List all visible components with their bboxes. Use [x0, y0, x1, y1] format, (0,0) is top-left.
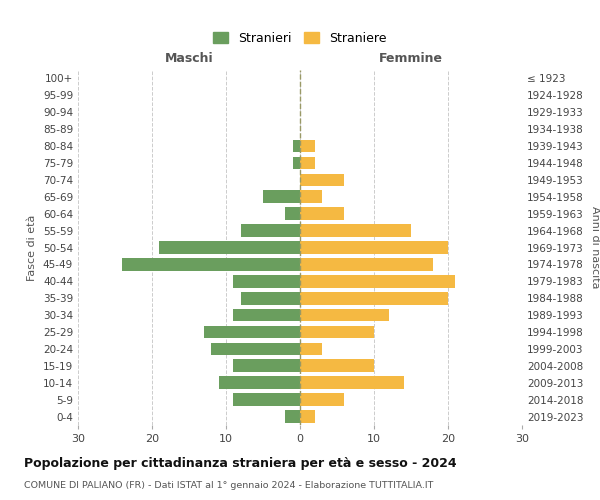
Bar	[300, 309, 389, 322]
Bar	[263, 190, 300, 203]
Bar	[300, 208, 344, 220]
Text: COMUNE DI PALIANO (FR) - Dati ISTAT al 1° gennaio 2024 - Elaborazione TUTTITALIA: COMUNE DI PALIANO (FR) - Dati ISTAT al 1…	[24, 481, 433, 490]
Bar	[160, 241, 300, 254]
Bar	[300, 342, 322, 355]
Bar	[300, 258, 433, 270]
Bar	[233, 360, 300, 372]
Legend: Stranieri, Straniere: Stranieri, Straniere	[208, 26, 392, 50]
Bar	[300, 376, 404, 389]
Bar	[233, 309, 300, 322]
Bar	[300, 410, 315, 423]
Bar	[241, 224, 300, 237]
Bar	[218, 376, 300, 389]
Y-axis label: Anni di nascita: Anni di nascita	[590, 206, 600, 289]
Bar	[300, 360, 374, 372]
Text: Popolazione per cittadinanza straniera per età e sesso - 2024: Popolazione per cittadinanza straniera p…	[24, 458, 457, 470]
Text: Maschi: Maschi	[164, 52, 214, 65]
Bar	[241, 292, 300, 304]
Bar	[233, 394, 300, 406]
Bar	[293, 156, 300, 170]
Bar	[285, 410, 300, 423]
Bar	[300, 275, 455, 287]
Bar	[285, 208, 300, 220]
Y-axis label: Fasce di età: Fasce di età	[28, 214, 37, 280]
Bar	[300, 326, 374, 338]
Bar	[300, 224, 411, 237]
Bar	[211, 342, 300, 355]
Bar	[300, 174, 344, 186]
Bar	[300, 156, 315, 170]
Bar	[300, 394, 344, 406]
Bar	[300, 292, 448, 304]
Bar	[300, 190, 322, 203]
Bar	[233, 275, 300, 287]
Text: Femmine: Femmine	[379, 52, 443, 65]
Bar	[300, 241, 448, 254]
Bar	[293, 140, 300, 152]
Bar	[122, 258, 300, 270]
Bar	[300, 140, 315, 152]
Bar	[204, 326, 300, 338]
